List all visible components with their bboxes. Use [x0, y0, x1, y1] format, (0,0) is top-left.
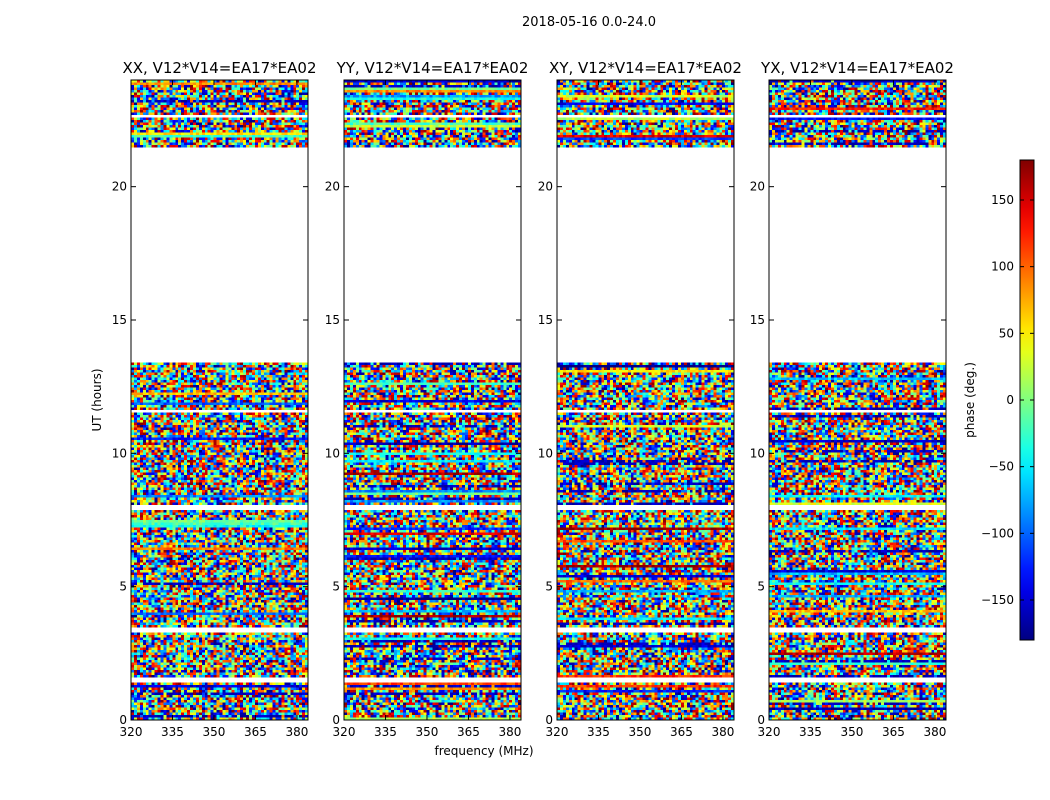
- colorbar-tick-label: 100: [991, 260, 1014, 274]
- x-axis-label: frequency (MHz): [434, 744, 533, 758]
- colorbar-tick-label: −100: [981, 526, 1014, 540]
- x-tick-label: 380: [711, 725, 734, 739]
- y-axis-label: UT (hours): [90, 368, 104, 431]
- panel-1: XX, V12*V14=EA17*EA02 0 5 10 15 20 320 335 350 36…: [112, 59, 317, 739]
- phase-heatmap: [557, 80, 734, 720]
- x-tick-label: 380: [498, 725, 521, 739]
- phase-heatmap: [769, 80, 946, 720]
- y-tick-label: 10: [538, 446, 553, 460]
- colorbar-tick-label: 50: [999, 326, 1014, 340]
- y-tick-label: 20: [325, 180, 340, 194]
- panel-title: YY, V12*V14=EA17*EA02: [336, 59, 529, 77]
- x-tick-label: 380: [285, 725, 308, 739]
- panel-title: YX, V12*V14=EA17*EA02: [760, 59, 954, 77]
- y-tick-label: 10: [750, 446, 765, 460]
- colorbar: −150 −100 −50 0 50 100 150: [981, 159, 1035, 641]
- x-tick-label: 365: [244, 725, 267, 739]
- colorbar-label: phase (deg.): [963, 362, 977, 438]
- x-tick-label: 320: [546, 725, 569, 739]
- colorbar-tick-label: 0: [1006, 393, 1014, 407]
- figure-suptitle: 2018-05-16 0.0-24.0: [522, 15, 656, 30]
- y-tick-label: 0: [332, 713, 340, 727]
- y-tick-label: 0: [545, 713, 553, 727]
- colorbar-tick-label: 150: [991, 193, 1014, 207]
- panel-2: YY, V12*V14=EA17*EA02 0 5 10 15 20 320 335 350 36…: [325, 59, 529, 739]
- y-tick-label: 5: [119, 580, 127, 594]
- x-tick-label: 350: [416, 725, 439, 739]
- panel-frame: [768, 79, 947, 721]
- panel-frame: [130, 79, 309, 721]
- phase-heatmap: [344, 80, 521, 720]
- panel-4: YX, V12*V14=EA17*EA02 0 5 10 15 20 320 335 350 36…: [750, 59, 954, 739]
- y-tick-label: 20: [112, 180, 127, 194]
- y-tick-label: 15: [112, 313, 127, 327]
- panel-title: XY, V12*V14=EA17*EA02: [549, 59, 742, 77]
- x-tick-label: 335: [374, 725, 397, 739]
- x-tick-label: 350: [203, 725, 226, 739]
- panel-title: XX, V12*V14=EA17*EA02: [122, 59, 316, 77]
- y-tick-label: 0: [119, 713, 127, 727]
- y-tick-label: 5: [757, 580, 765, 594]
- y-tick-label: 15: [538, 313, 553, 327]
- x-tick-label: 365: [882, 725, 905, 739]
- phase-heatmap: [131, 80, 308, 720]
- y-tick-label: 10: [112, 446, 127, 460]
- y-tick-label: 15: [325, 313, 340, 327]
- x-tick-label: 320: [333, 725, 356, 739]
- panel-frame: [556, 79, 735, 721]
- x-tick-label: 335: [161, 725, 184, 739]
- y-tick-label: 20: [538, 180, 553, 194]
- x-tick-label: 365: [670, 725, 693, 739]
- y-tick-label: 15: [750, 313, 765, 327]
- panels-group: XX, V12*V14=EA17*EA02 0 5 10 15 20 320 335 350 36…: [112, 59, 954, 739]
- x-tick-label: 335: [587, 725, 610, 739]
- x-tick-label: 335: [799, 725, 822, 739]
- x-tick-label: 350: [841, 725, 864, 739]
- panel-frame: [343, 79, 522, 721]
- x-tick-label: 380: [923, 725, 946, 739]
- x-tick-label: 320: [120, 725, 143, 739]
- y-tick-label: 5: [332, 580, 340, 594]
- panel-3: XY, V12*V14=EA17*EA02 0 5 10 15 20 320 335 350 36…: [538, 59, 742, 739]
- x-tick-label: 365: [457, 725, 480, 739]
- x-tick-label: 350: [629, 725, 652, 739]
- colorbar-tick-label: −150: [981, 593, 1014, 607]
- colorbar-tick-label: −50: [989, 460, 1014, 474]
- x-tick-label: 320: [758, 725, 781, 739]
- y-tick-label: 10: [325, 446, 340, 460]
- y-tick-label: 20: [750, 180, 765, 194]
- y-tick-label: 0: [757, 713, 765, 727]
- y-tick-label: 5: [545, 580, 553, 594]
